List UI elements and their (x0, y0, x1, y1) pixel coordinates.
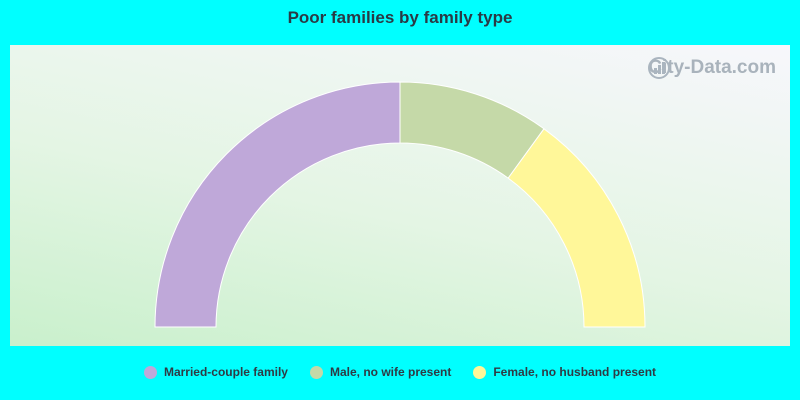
legend-label: Male, no wife present (329, 365, 452, 379)
slice-female-no-husband-present[interactable] (507, 128, 646, 328)
watermark-text: City-Data.com (648, 57, 776, 78)
legend-item: Married-couple family (143, 365, 288, 379)
city-data-logo-icon (648, 57, 671, 79)
legend-swatch (309, 365, 323, 379)
chart-title: Poor families by family type (287, 8, 513, 27)
plot-area: City-Data.com (10, 45, 790, 346)
half-donut-chart (154, 81, 646, 328)
legend-item: Female, no husband present (473, 365, 656, 379)
legend-swatch (473, 365, 487, 379)
chart-legend: Married-couple family Male, no wife prese… (0, 365, 800, 379)
legend-label: Female, no husband present (493, 365, 657, 379)
slice-married-couple-family[interactable] (154, 81, 401, 328)
legend-item: Male, no wife present (309, 365, 452, 379)
legend-label: Married-couple family (163, 365, 288, 379)
watermark: City-Data.com (648, 57, 776, 79)
legend-swatch (143, 365, 157, 379)
